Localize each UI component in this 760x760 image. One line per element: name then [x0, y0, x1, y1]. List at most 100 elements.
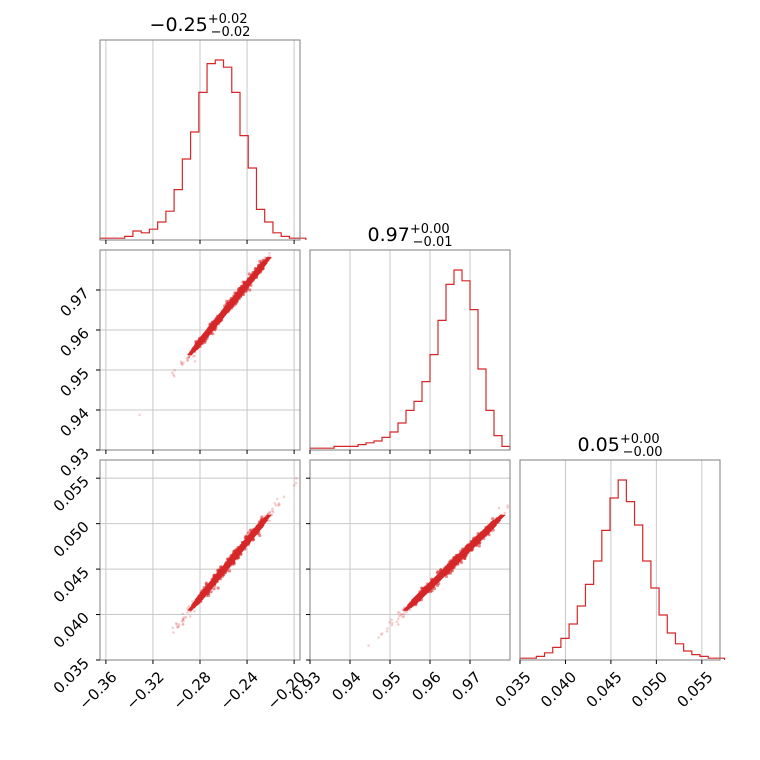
frame-1-1	[309, 249, 511, 451]
contour-2-1-0	[402, 514, 506, 611]
panel-1-0	[96, 232, 301, 454]
point-2-1-60	[503, 511, 506, 515]
point-2-0-26	[266, 512, 270, 515]
point-2-0-367	[278, 503, 281, 506]
point-2-0-103	[191, 600, 194, 603]
point-2-0-23	[268, 519, 271, 523]
points-2-0	[171, 476, 298, 634]
point-2-1-402	[506, 506, 510, 509]
points-2-1	[367, 474, 543, 647]
title-minus-1: −0.01	[413, 235, 453, 250]
title-median-1: 0.97	[368, 224, 410, 246]
point-2-0-382	[277, 502, 281, 505]
point-2-1-340	[436, 570, 440, 574]
x-tick-label-1-3: 0.96	[408, 668, 444, 704]
y-tick-label-1-2: 0.95	[56, 364, 92, 400]
point-2-1-280	[405, 610, 408, 614]
point-2-0-333	[181, 623, 185, 626]
y-tick-label-1-4: 0.97	[56, 284, 92, 320]
title-plus-0: +0.02	[208, 12, 248, 27]
point-1-0-305	[211, 332, 215, 336]
x-tick-label-2-0: 0.035	[492, 668, 535, 711]
point-2-1-54	[385, 629, 389, 633]
point-2-1-140	[377, 636, 380, 639]
point-2-1-124	[515, 500, 518, 503]
point-1-0-333	[181, 363, 184, 367]
title-minus-2: −0.00	[623, 445, 663, 460]
title-minus-0: −0.02	[211, 25, 251, 40]
point-1-0-284	[180, 361, 184, 365]
point-1-0-289	[172, 373, 175, 376]
point-1-0-251	[268, 251, 271, 255]
x-tick-label-1-2: 0.95	[368, 668, 404, 704]
point-1-0-97	[138, 413, 141, 417]
title-plus-2: +0.00	[620, 432, 660, 447]
point-2-0-391	[180, 620, 184, 623]
point-2-0-136	[271, 510, 275, 514]
point-2-0-342	[176, 625, 179, 628]
point-1-0-254	[281, 240, 284, 243]
point-1-0-279	[182, 361, 185, 364]
contour-1-0-2	[194, 261, 265, 351]
title-median-0: −0.25	[150, 14, 208, 36]
point-1-0-94	[268, 254, 271, 258]
panel-1-1	[309, 249, 511, 454]
y-tick-label-1-1: 0.94	[56, 404, 92, 440]
point-2-0-247	[282, 495, 286, 499]
point-2-1-262	[379, 633, 383, 636]
y-tick-label-2-4: 0.055	[50, 472, 93, 515]
point-2-0-252	[184, 616, 188, 619]
x-tick-label-1-1: 0.94	[328, 668, 364, 704]
panel-2-1	[306, 459, 543, 664]
point-2-1-371	[448, 571, 452, 575]
point-1-0-248	[179, 360, 183, 364]
point-1-0-375	[186, 358, 189, 362]
point-1-0-189	[173, 368, 176, 372]
point-1-0-115	[280, 241, 283, 244]
point-2-0-146	[181, 622, 185, 626]
title-plus-1: +0.00	[410, 222, 450, 237]
x-tick-label-0-1: −0.32	[122, 668, 167, 713]
point-2-1-381	[506, 504, 509, 507]
point-2-1-324	[396, 617, 400, 621]
contour-2-0-2	[194, 519, 265, 606]
contour-2-1-2	[411, 519, 497, 606]
point-2-1-403	[540, 474, 543, 477]
point-2-1-313	[408, 608, 412, 612]
point-2-1-169	[390, 623, 394, 627]
point-2-1-151	[388, 620, 391, 624]
point-2-0-6	[177, 623, 181, 626]
y-tick-label-2-2: 0.045	[50, 563, 93, 606]
frame-2-1	[309, 459, 511, 661]
x-tick-label-2-1: 0.040	[537, 668, 580, 711]
x-tick-label-2-3: 0.050	[628, 668, 671, 711]
point-2-0-179	[294, 481, 298, 485]
point-2-0-274	[268, 510, 272, 514]
points-1-0	[138, 232, 293, 417]
point-1-0-215	[193, 354, 196, 358]
point-2-0-361	[246, 531, 250, 535]
point-2-0-304	[244, 534, 248, 538]
point-2-0-223	[175, 622, 179, 626]
point-2-0-8	[182, 617, 185, 621]
histogram-2	[519, 479, 726, 660]
point-1-0-87	[170, 371, 174, 374]
point-2-0-219	[292, 484, 296, 487]
point-2-0-0	[209, 590, 213, 594]
point-2-1-53	[497, 506, 501, 510]
point-1-0-146	[180, 362, 183, 366]
point-1-0-285	[187, 355, 191, 358]
point-2-0-99	[182, 619, 185, 623]
point-2-1-333	[397, 623, 400, 626]
point-1-0-407	[290, 232, 293, 235]
title-param-1: 0.97+0.00 −0.01	[368, 222, 453, 250]
point-2-0-181	[177, 625, 180, 629]
x-tick-label-0-3: −0.24	[217, 668, 262, 713]
point-2-0-132	[274, 503, 278, 507]
point-1-0-382	[248, 288, 252, 292]
point-2-1-327	[390, 621, 394, 625]
point-2-0-214	[172, 631, 175, 634]
point-2-1-344	[491, 517, 495, 521]
y-tick-label-2-3: 0.050	[50, 518, 93, 561]
